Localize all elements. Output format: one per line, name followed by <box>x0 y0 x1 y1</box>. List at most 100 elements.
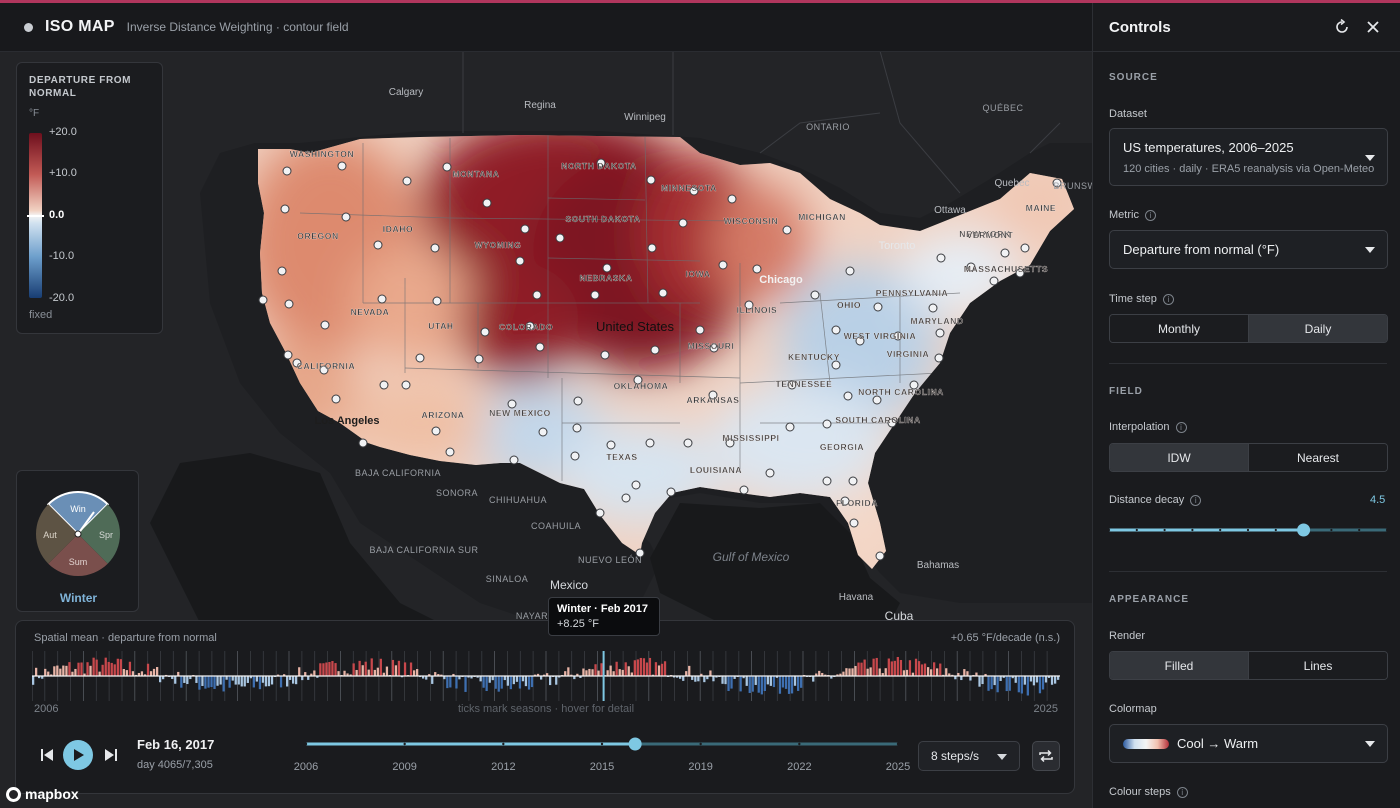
timeline-bar <box>624 662 627 676</box>
timeline-bar <box>927 667 930 676</box>
timeline-bar <box>600 663 603 676</box>
timestep-daily-option[interactable]: Daily <box>1248 315 1387 342</box>
legend-tick: +20.0 <box>49 126 77 138</box>
dataset-select[interactable]: US temperatures, 2006–2025 120 cities · … <box>1109 128 1388 186</box>
timeline-bar <box>781 676 785 688</box>
timeline-bar <box>479 676 482 682</box>
info-icon[interactable]: i <box>1162 293 1174 305</box>
timeline-bar <box>727 676 730 691</box>
loop-toggle-button[interactable] <box>1032 741 1060 771</box>
info-icon[interactable]: i <box>1144 209 1156 221</box>
render-lines-option[interactable]: Lines <box>1248 652 1387 679</box>
colormap-label: Colormap <box>1109 703 1157 715</box>
timeline-bar <box>612 671 615 676</box>
timeline-bar <box>246 676 249 683</box>
timeline-bar <box>657 665 661 676</box>
season-spring-segment[interactable] <box>78 504 121 564</box>
season-dial[interactable]: Win Spr Sum Aut Winter <box>16 470 139 612</box>
timeline-bar <box>207 676 210 688</box>
info-icon[interactable]: i <box>1175 421 1187 433</box>
map-canvas[interactable]: Calgary Regina Winnipeg ONTARIO QUÉBEC Quebec… <box>0 3 1092 808</box>
time-slider[interactable] <box>306 734 900 754</box>
timeline-bar <box>787 676 791 694</box>
place-label: Winnipeg <box>624 112 666 123</box>
step-back-button[interactable] <box>38 746 56 764</box>
season-autumn-segment[interactable] <box>35 504 78 564</box>
timeline-bar <box>893 660 896 676</box>
timeline-bar <box>543 674 546 676</box>
timeline-bar <box>917 661 921 676</box>
close-button[interactable] <box>1365 19 1381 40</box>
decay-slider-tick <box>1358 528 1361 532</box>
timeline-bar <box>679 676 682 679</box>
timeline-bar <box>978 676 981 687</box>
decay-slider-thumb[interactable] <box>1297 523 1311 537</box>
timeline-bar <box>355 669 358 676</box>
timeline-bar <box>509 676 512 690</box>
timeline-bar <box>606 670 609 676</box>
color-legend: DEPARTURE FROM NORMAL °F +20.0 +10.0 0.0… <box>16 62 163 334</box>
timeline-bar <box>189 676 192 680</box>
tooltip-value: +8.25 °F <box>557 618 600 630</box>
timeline-bar <box>331 661 334 676</box>
timeline-bar <box>648 657 652 676</box>
legend-tick: -20.0 <box>49 292 75 304</box>
info-icon[interactable]: i <box>1176 786 1188 798</box>
interp-idw-option[interactable]: IDW <box>1110 444 1248 471</box>
play-button[interactable] <box>63 740 93 770</box>
timeline-bar <box>488 676 491 683</box>
timeline-bar <box>62 665 65 676</box>
timeline-bar <box>110 662 113 676</box>
timeline-bar <box>576 673 579 676</box>
tooltip-title: Winter · Feb 2017 <box>557 603 648 615</box>
top-accent-line <box>0 0 1400 3</box>
time-slider-thumb[interactable] <box>628 737 642 751</box>
timeline-bar <box>836 674 839 676</box>
timestep-label: Time step i <box>1109 293 1174 305</box>
timeline-bar <box>987 676 990 691</box>
mapbox-attribution[interactable]: mapbox <box>6 786 79 802</box>
state-label: NORTH DAKOTA <box>561 161 637 171</box>
timeline-bar <box>219 676 222 685</box>
state-label: WYOMING <box>475 240 522 250</box>
timeline-sparkbars[interactable] <box>32 651 1060 701</box>
timeline-bar <box>53 666 56 676</box>
timeline-bar <box>295 676 298 685</box>
season-winter-segment[interactable] <box>46 491 110 536</box>
speed-select[interactable]: 8 steps/s <box>918 741 1020 771</box>
timeline-bar <box>691 676 694 680</box>
colormap-value: Cool → Warm <box>1177 736 1259 751</box>
timeline-bar <box>400 676 404 678</box>
timestep-monthly-option[interactable]: Monthly <box>1110 315 1248 342</box>
info-icon[interactable]: i <box>1190 494 1202 506</box>
step-forward-button[interactable] <box>102 746 120 764</box>
timeline-bar <box>905 669 909 676</box>
time-slider-tick <box>306 742 308 746</box>
timeline-trend: +0.65 °F/decade (n.s.) <box>950 632 1060 644</box>
metric-select[interactable]: Departure from normal (°F) <box>1109 230 1388 269</box>
timeline-bar <box>524 676 528 687</box>
timeline-bar <box>149 671 153 676</box>
colour-steps-label: Colour steps i <box>1109 786 1188 798</box>
season-summer-segment[interactable] <box>48 534 108 577</box>
colormap-select[interactable]: Cool → Warm <box>1109 724 1388 763</box>
timeline-bar <box>50 674 53 676</box>
state-label: OHIO <box>837 300 861 310</box>
timeline-bar <box>945 668 948 676</box>
timeline-bar <box>416 669 419 676</box>
timeline-bar <box>234 676 237 685</box>
season-dial-graphic[interactable]: Win Spr Sum Aut <box>35 491 121 577</box>
year-tick-label: 2019 <box>688 761 713 773</box>
place-label: SINALOA <box>486 574 529 584</box>
timeline-bar <box>56 665 59 676</box>
decay-slider[interactable] <box>1109 520 1389 540</box>
timeline-bar <box>564 671 567 676</box>
place-label: Calgary <box>389 87 423 98</box>
reset-button[interactable] <box>1334 18 1350 40</box>
timeline-bar <box>721 676 724 684</box>
timeline-bar <box>872 658 875 676</box>
interp-nearest-option[interactable]: Nearest <box>1248 444 1387 471</box>
timeline-bar <box>346 673 349 676</box>
render-filled-option[interactable]: Filled <box>1110 652 1248 679</box>
